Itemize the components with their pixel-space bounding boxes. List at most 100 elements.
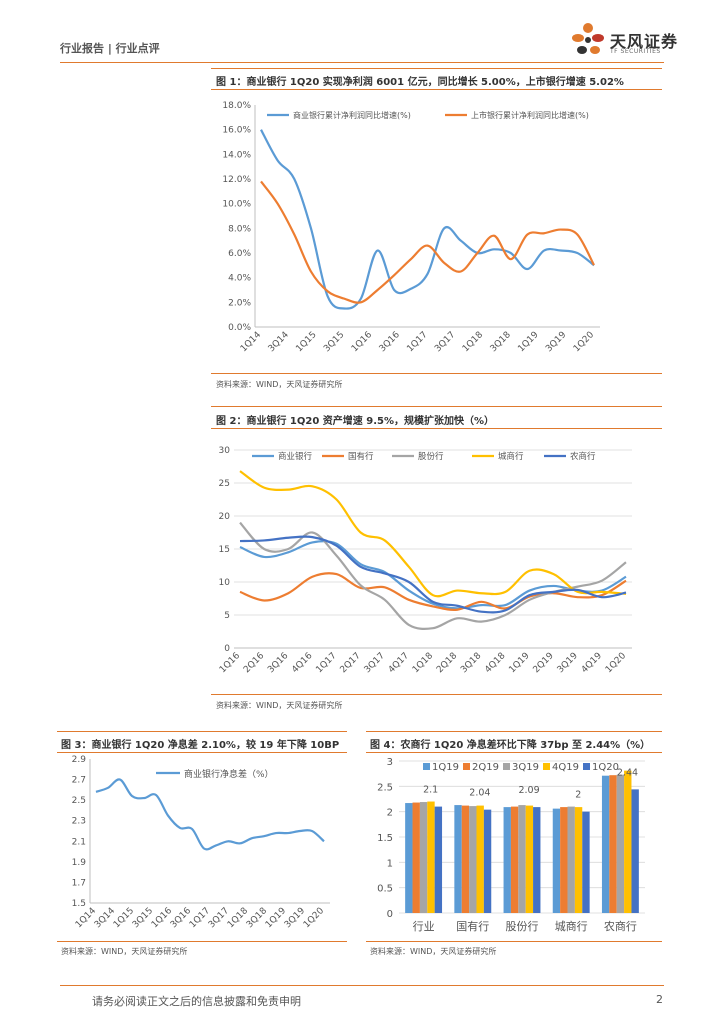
y-tick-label: 2.3 bbox=[72, 817, 86, 827]
x-tick-label: 3Q17 bbox=[433, 330, 457, 354]
x-tick-label: 1Q17 bbox=[188, 906, 212, 930]
data-label: 2.04 bbox=[469, 788, 490, 799]
x-tick-label: 1Q16 bbox=[218, 651, 242, 675]
y-tick-label: 2.0% bbox=[228, 298, 251, 308]
y-tick-label: 12.0% bbox=[222, 175, 251, 185]
chart-3: 1.5 1.7 1.9 2.1 2.3 2.5 2.7 2.9 1Q143Q141Q153Q15… bbox=[72, 755, 330, 930]
bar-3Q19 bbox=[469, 806, 477, 913]
y-tick-label: 10.0% bbox=[222, 200, 251, 210]
fig4-bottom-rule bbox=[366, 941, 662, 942]
y-tick-label: 18.0% bbox=[222, 101, 251, 111]
logo-name: 天风证券 bbox=[610, 32, 679, 51]
bar-2Q19 bbox=[560, 807, 568, 913]
y-tick-label: 8.0% bbox=[228, 224, 251, 234]
x-tick-label: 3Q19 bbox=[283, 906, 307, 930]
bar-3Q19 bbox=[518, 805, 526, 913]
bar-2Q19 bbox=[510, 806, 519, 913]
y-tick-label: 2.7 bbox=[72, 776, 86, 786]
series-line-2 bbox=[239, 572, 627, 611]
bar-3Q19 bbox=[616, 774, 625, 913]
bar-1Q20 bbox=[483, 809, 492, 913]
x-tick-label: 农商行 bbox=[604, 919, 637, 933]
y-tick-label: 25 bbox=[219, 479, 230, 489]
fig3-title: 图 3：商业银行 1Q20 净息差 2.10%，较 19 年下降 10BP bbox=[61, 740, 340, 751]
legend-swatch bbox=[463, 763, 470, 770]
legend-label: 1Q20 bbox=[592, 762, 619, 773]
y-tick-label: 2.5 bbox=[377, 782, 393, 793]
y-tick-label: 2 bbox=[387, 808, 393, 819]
chart-4: 0 0.5 1 1.5 2 2.5 3 2.1 行业 2.04 国有行 2.09 股份行 2 城商行 2.44… bbox=[377, 757, 645, 933]
x-tick-label: 2Q17 bbox=[339, 651, 363, 675]
x-tick-label: 3Q16 bbox=[169, 906, 193, 930]
chart-2: 0 5 10 15 20 25 30 1Q16 2Q16 3Q16 4Q16 1Q17 2Q17 3Q17… bbox=[218, 446, 632, 675]
logo-sub: TF SECURITIES bbox=[610, 48, 661, 55]
bar-1Q19 bbox=[454, 805, 462, 913]
fig4-source: 资料来源：WIND，天风证券研究所 bbox=[370, 947, 497, 956]
data-label: 2 bbox=[575, 790, 581, 801]
x-tick-label: 2Q18 bbox=[435, 651, 459, 675]
y-tick-label: 2.5 bbox=[72, 796, 86, 806]
series-line-1 bbox=[260, 129, 595, 310]
x-tick-label: 1Q17 bbox=[405, 330, 429, 354]
x-tick-label: 1Q18 bbox=[411, 651, 435, 675]
x-tick-label: 3Q15 bbox=[322, 330, 346, 354]
data-label: 2.1 bbox=[423, 785, 438, 796]
y-tick-label: 1 bbox=[387, 858, 393, 869]
x-tick-label: 3Q15 bbox=[131, 906, 155, 930]
fig2-title-rule bbox=[211, 428, 662, 429]
y-tick-label: 0.0% bbox=[228, 323, 251, 333]
x-tick-label: 1Q20 bbox=[572, 330, 596, 354]
fig2-bottom-rule bbox=[211, 694, 662, 695]
bar-1Q20 bbox=[582, 811, 590, 913]
x-tick-label: 1Q17 bbox=[314, 651, 338, 675]
series-line-1 bbox=[95, 778, 325, 851]
y-tick-label: 15 bbox=[219, 545, 230, 555]
report-header: 行业报告 | 行业点评 bbox=[60, 42, 160, 55]
bar-4Q19 bbox=[525, 805, 534, 913]
legend-label: 上市银行累计净利润同比增速(%) bbox=[471, 110, 589, 120]
fig1-title-rule bbox=[211, 89, 662, 90]
bar-4Q19 bbox=[624, 770, 632, 913]
x-tick-label: 3Q19 bbox=[556, 651, 580, 675]
series-line-3 bbox=[239, 521, 627, 630]
y-tick-label: 4.0% bbox=[228, 274, 251, 284]
bar-1Q20 bbox=[533, 807, 541, 913]
bar-1Q19 bbox=[601, 775, 610, 913]
x-tick-label: 国有行 bbox=[456, 919, 489, 933]
y-tick-label: 10 bbox=[219, 578, 231, 588]
x-tick-label: 2Q19 bbox=[532, 651, 556, 675]
x-tick-label: 3Q17 bbox=[207, 906, 231, 930]
y-tick-label: 0.5 bbox=[377, 884, 393, 895]
bar-2Q19 bbox=[412, 802, 420, 913]
x-tick-label: 4Q18 bbox=[483, 651, 507, 675]
fig3-title-rule bbox=[57, 752, 347, 753]
y-tick-label: 14.0% bbox=[222, 150, 251, 160]
x-tick-label: 3Q18 bbox=[459, 651, 483, 675]
legend-swatch bbox=[543, 763, 550, 770]
bar-1Q19 bbox=[552, 808, 561, 913]
fig2-top-rule bbox=[211, 406, 662, 407]
legend-label: 国有行 bbox=[348, 451, 374, 462]
x-tick-label: 1Q19 bbox=[264, 906, 288, 930]
x-tick-label: 1Q16 bbox=[150, 906, 174, 930]
legend-label: 3Q19 bbox=[512, 762, 539, 773]
legend-label: 城商行 bbox=[498, 451, 524, 462]
y-tick-label: 1.5 bbox=[377, 833, 393, 844]
legend-swatch bbox=[583, 763, 590, 770]
x-tick-label: 城商行 bbox=[555, 919, 588, 933]
x-tick-label: 3Q19 bbox=[544, 330, 568, 354]
y-tick-label: 2.9 bbox=[72, 755, 87, 765]
x-tick-label: 1Q19 bbox=[516, 330, 540, 354]
bar-4Q19 bbox=[476, 805, 484, 913]
x-tick-label: 1Q15 bbox=[112, 906, 136, 930]
y-tick-label: 2.1 bbox=[72, 837, 86, 847]
fig2-title: 图 2：商业银行 1Q20 资产增速 9.5%，规模扩张加快（%） bbox=[216, 416, 495, 427]
x-tick-label: 1Q16 bbox=[350, 330, 374, 354]
logo-icon bbox=[572, 23, 604, 54]
series-line-5 bbox=[239, 535, 627, 614]
fig3-top-rule bbox=[57, 731, 347, 732]
x-tick-label: 1Q18 bbox=[461, 330, 485, 354]
bar-1Q20 bbox=[631, 789, 639, 913]
x-tick-label: 3Q17 bbox=[363, 651, 387, 675]
y-tick-label: 1.9 bbox=[72, 858, 87, 868]
